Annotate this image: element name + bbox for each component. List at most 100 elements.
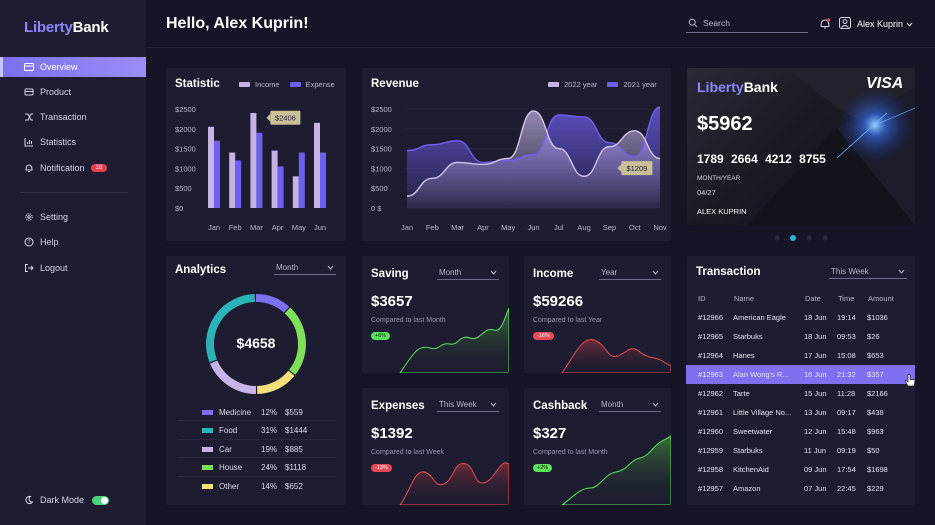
table-row[interactable]: #12964 Hanes 17 Jun 15:08 $653 bbox=[686, 346, 915, 365]
card-pattern bbox=[747, 68, 915, 225]
box-icon bbox=[24, 88, 34, 96]
cashback-compare: Compared to last Month bbox=[533, 449, 608, 456]
x-tick-label: Feb bbox=[229, 223, 242, 232]
table-row[interactable]: #12962 Tarte 15 Jun 11:28 $2166 bbox=[686, 384, 915, 403]
sidebar: LibertyBank Overview Product Transaction… bbox=[0, 0, 146, 525]
row-divider bbox=[178, 475, 336, 477]
income-period-select[interactable]: Year bbox=[599, 266, 661, 280]
bank-card[interactable]: LibertyBank VISA $5962 1789 2664 4212 87… bbox=[687, 68, 915, 225]
category-amount: $1444 bbox=[285, 426, 308, 435]
col-header-id[interactable]: ID bbox=[698, 294, 706, 303]
table-row[interactable]: #12966 American Eagle 18 Jun 19:14 $1036 bbox=[686, 308, 915, 327]
sidebar-item-label: Transaction bbox=[40, 112, 87, 122]
series-2022-area bbox=[407, 110, 660, 208]
expenses-compare: Compared to last Week bbox=[371, 449, 445, 456]
legend-swatch bbox=[202, 409, 213, 415]
statistic-title: Statistic bbox=[175, 78, 220, 90]
table-cell: 17 Jun bbox=[804, 351, 827, 360]
table-row[interactable]: #12961 Little Village No... 13 Jun 09:17 $43… bbox=[686, 403, 915, 422]
chevron-down-icon[interactable] bbox=[906, 21, 913, 28]
sidebar-item-transaction[interactable]: Transaction bbox=[0, 107, 146, 127]
expenses-period-select[interactable]: This Week bbox=[437, 398, 499, 412]
col-header-date[interactable]: Date bbox=[805, 294, 821, 303]
col-header-amount[interactable]: Amount bbox=[868, 294, 894, 303]
expense-bar bbox=[320, 152, 326, 208]
x-tick-label: Mar bbox=[451, 223, 464, 232]
x-tick-label: May bbox=[501, 223, 515, 232]
dark-mode-toggle[interactable] bbox=[92, 495, 110, 505]
search-input[interactable]: Search bbox=[686, 14, 808, 33]
category-percent: 24% bbox=[261, 463, 278, 472]
saving-period-select[interactable]: Month bbox=[437, 266, 499, 280]
card-expiry-label: MONTH/YEAR bbox=[697, 175, 741, 182]
sidebar-item-setting[interactable]: Setting bbox=[0, 207, 146, 227]
table-row[interactable]: #12960 Sweetwater 12 Jun 15:48 $963 bbox=[686, 422, 915, 441]
y-tick-label: $2000 bbox=[371, 125, 392, 134]
table-cell: $26 bbox=[867, 332, 880, 341]
category-percent: 19% bbox=[261, 444, 278, 454]
card-carousel-dots[interactable] bbox=[770, 234, 830, 242]
table-row[interactable]: #12963 Alan Wong's R... 16 Jun 21:32 $357 bbox=[686, 365, 915, 384]
analytics-row: Medicine 12% $559 bbox=[202, 403, 352, 421]
table-cell: 16 Jun bbox=[804, 370, 827, 379]
sidebar-item-label: Help bbox=[40, 237, 59, 247]
income-change-badge: -16% bbox=[533, 332, 554, 340]
avatar[interactable] bbox=[839, 17, 851, 29]
x-tick-label: Apr bbox=[477, 223, 489, 232]
table-row[interactable]: #12965 Starbuks 18 Jun 09:53 $26 bbox=[686, 327, 915, 346]
income-bar bbox=[229, 152, 236, 208]
donut-slice-house bbox=[284, 307, 306, 375]
transaction-period-select[interactable]: This Week bbox=[829, 265, 907, 279]
tooltip-arrow bbox=[617, 164, 622, 173]
analytics-period-select[interactable]: Month bbox=[274, 261, 336, 275]
col-header-time[interactable]: Time bbox=[838, 294, 855, 303]
y-tick-label: $2000 bbox=[175, 125, 196, 134]
bell-icon[interactable] bbox=[819, 17, 831, 30]
sidebar-item-label: Notification bbox=[40, 163, 85, 173]
saving-compare: Compared to last Month bbox=[371, 317, 446, 324]
donut-slice-car bbox=[210, 360, 257, 394]
category-amount: $885 bbox=[285, 444, 303, 454]
table-cell: Tarte bbox=[733, 389, 750, 398]
donut-slice-food bbox=[206, 294, 256, 363]
cashback-title: Cashback bbox=[533, 400, 588, 412]
sidebar-item-statistics[interactable]: Statistics bbox=[0, 132, 146, 152]
table-cell: $229 bbox=[867, 484, 884, 493]
table-cell: American Eagle bbox=[733, 313, 786, 322]
sidebar-item-overview[interactable]: Overview bbox=[0, 57, 146, 77]
card-expiry: 04/27 bbox=[697, 188, 716, 197]
visa-logo: VISA bbox=[866, 75, 904, 92]
sidebar-item-product[interactable]: Product bbox=[0, 82, 146, 102]
help-icon: ? bbox=[24, 237, 34, 247]
table-cell: Starbuks bbox=[733, 332, 763, 341]
table-cell: #12964 bbox=[698, 351, 724, 360]
expenses-sparkline bbox=[399, 462, 509, 505]
category-amount: $652 bbox=[285, 481, 303, 491]
dark-mode-label: Dark Mode bbox=[40, 495, 85, 505]
table-cell: Sweetwater bbox=[733, 427, 773, 436]
user-name[interactable]: Alex Kuprin bbox=[857, 19, 904, 29]
category-name: Food bbox=[219, 426, 238, 435]
table-cell: #12959 bbox=[698, 446, 724, 455]
revenue-title: Revenue bbox=[371, 78, 419, 90]
sidebar-item-notification[interactable]: Notification 16 bbox=[0, 158, 146, 178]
legend-2022: 2022 year bbox=[564, 80, 598, 89]
table-cell: $653 bbox=[867, 351, 884, 360]
app-logo[interactable]: LibertyBank bbox=[24, 19, 109, 36]
sidebar-item-logout[interactable]: Logout bbox=[0, 258, 146, 278]
table-row[interactable]: #12957 Amazon 07 Jun 22:45 $229 bbox=[686, 479, 915, 498]
income-value: $59266 bbox=[533, 293, 584, 310]
col-header-name[interactable]: Name bbox=[734, 294, 755, 303]
x-tick-label: Sep bbox=[603, 223, 616, 232]
cashback-period-select[interactable]: Month bbox=[599, 398, 661, 412]
y-tick-label: $500 bbox=[175, 184, 192, 193]
y-tick-label: $2500 bbox=[371, 105, 392, 114]
table-cell: 11:28 bbox=[837, 389, 856, 398]
saving-change-badge: +6% bbox=[371, 332, 391, 340]
revenue-tooltip: $1209 bbox=[626, 164, 647, 173]
card-balance: $5962 bbox=[697, 113, 753, 135]
table-row[interactable]: #12959 Starbuks 11 Jun 09:19 $50 bbox=[686, 441, 915, 460]
table-cell: 09:53 bbox=[837, 332, 856, 341]
sidebar-item-help[interactable]: ? Help bbox=[0, 232, 146, 252]
table-row[interactable]: #12958 KitchenAid 09 Jun 17:54 $1698 bbox=[686, 460, 915, 479]
